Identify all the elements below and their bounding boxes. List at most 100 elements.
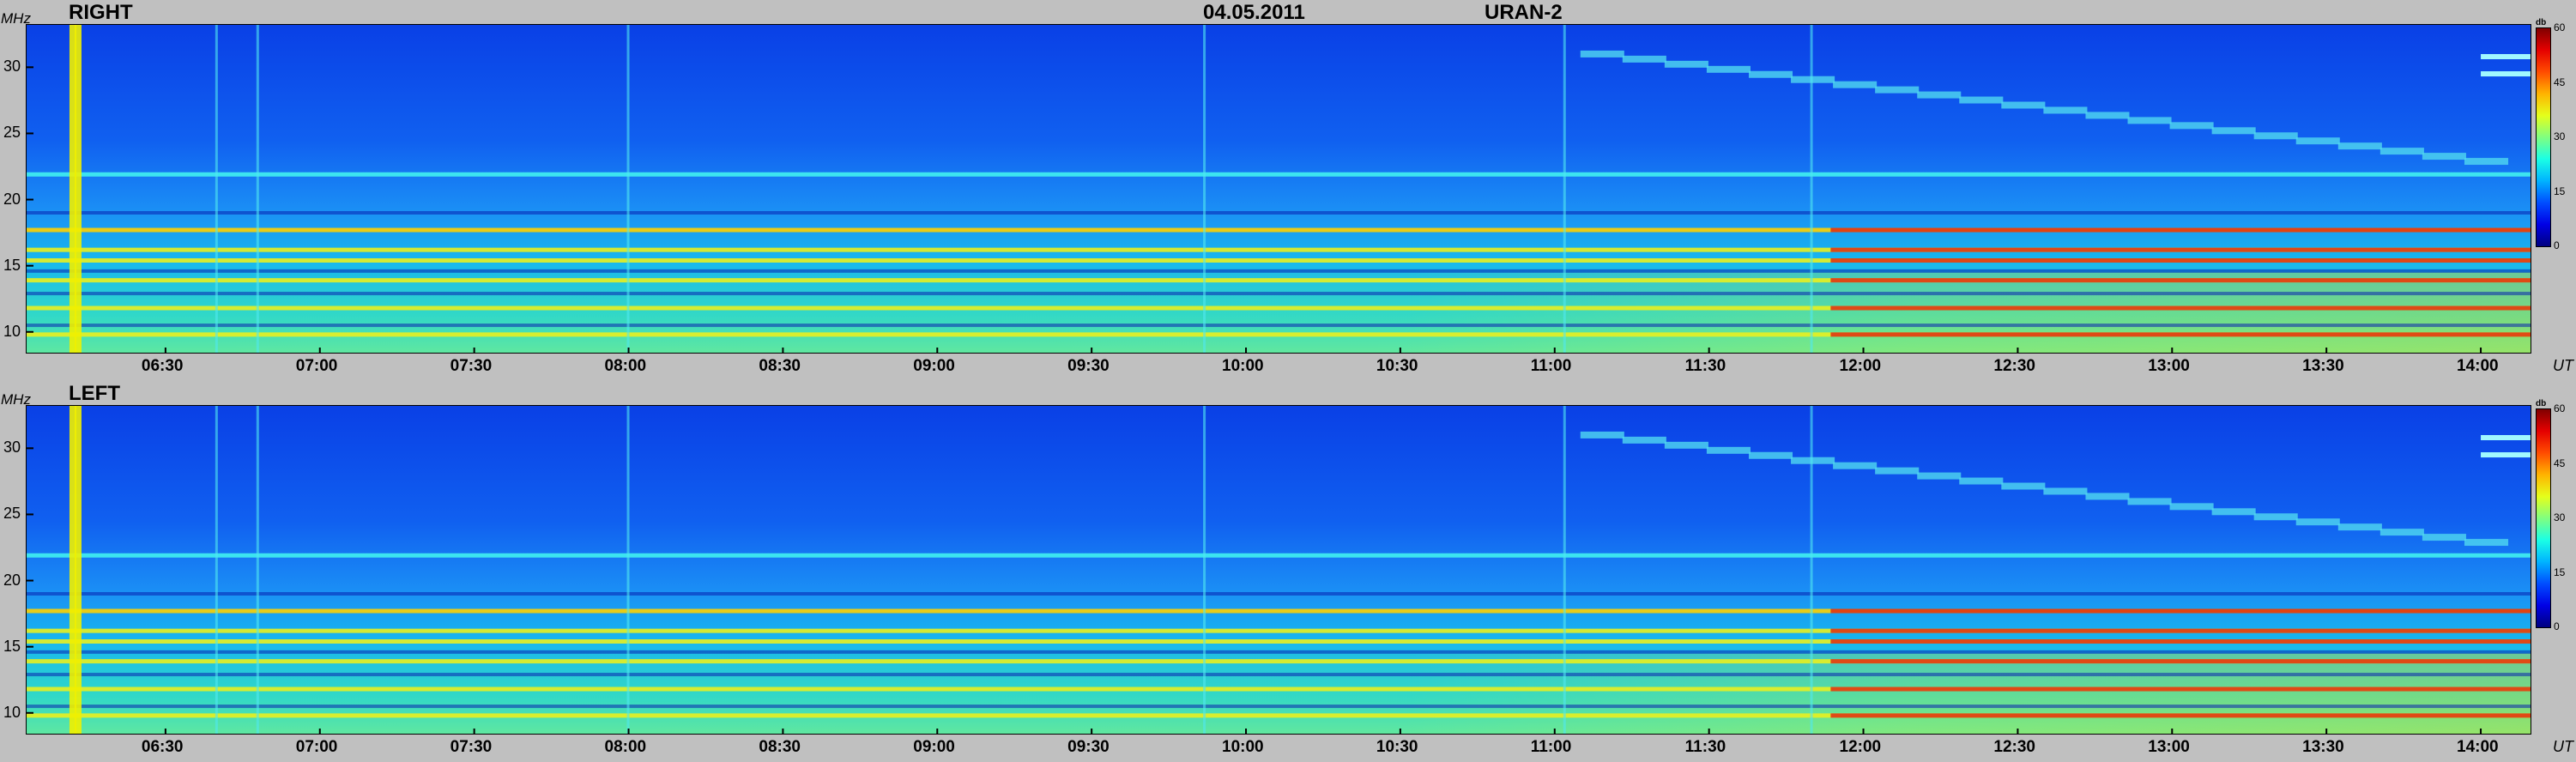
x-tick-label: 09:30 [1067, 357, 1110, 375]
panel-title: RIGHT [69, 1, 133, 24]
drifting-burst-segment [1706, 65, 1751, 73]
interference-line [27, 659, 2531, 664]
spectrogram-canvas [27, 406, 2531, 734]
colorbar-tick-label: 45 [2554, 457, 2566, 469]
vertical-burst [69, 406, 76, 734]
interference-line [27, 628, 2531, 633]
burst-fragment [2481, 435, 2531, 441]
x-axis-unit-label: UT [2553, 738, 2573, 755]
absorption-line [27, 650, 2531, 654]
drifting-burst-segment [2295, 518, 2340, 526]
y-tick-label: 30 [3, 438, 21, 457]
interference-line [27, 553, 2531, 558]
y-axis-unit-label: MHz [1, 391, 31, 408]
interference-line-hot [1830, 639, 2531, 644]
interference-line [27, 305, 2531, 311]
interference-line [27, 278, 2531, 283]
vertical-burst [1810, 406, 1813, 734]
vertical-burst [74, 406, 82, 734]
x-tick-label: 11:00 [1530, 738, 1572, 756]
drifting-burst-segment [1959, 477, 2004, 485]
drifting-burst-segment [2211, 127, 2256, 135]
vertical-burst [256, 25, 259, 353]
burst-fragment [2481, 54, 2531, 60]
colorbar-tick-label: 15 [2554, 184, 2566, 197]
y-tick-label: 10 [3, 322, 21, 340]
interference-line-hot [1830, 659, 2531, 664]
drifting-burst-segment [1580, 431, 1624, 438]
absorption-line [27, 591, 2531, 596]
vertical-burst [74, 25, 82, 353]
vertical-burst [1563, 25, 1566, 353]
drifting-burst-segment [1959, 96, 2004, 104]
colorbar-tick-label: 15 [2554, 565, 2566, 578]
y-tick-label: 15 [3, 256, 21, 274]
date-label: 04.05.2011 [1203, 1, 1305, 24]
instrument-label: URAN-2 [1485, 1, 1563, 24]
drifting-burst-segment [2422, 153, 2466, 160]
absorption-line [27, 673, 2531, 677]
drifting-burst-segment [1791, 76, 1835, 83]
x-tick-label: 13:00 [2148, 357, 2190, 375]
colorbar-tick-label: 45 [2554, 76, 2566, 88]
x-tick-label: 11:00 [1530, 357, 1572, 375]
colorbar-unit-label: db [2536, 18, 2547, 27]
afternoon-noise-band [27, 272, 2531, 353]
drifting-burst-segment [2169, 503, 2214, 511]
x-tick-label: 09:00 [913, 357, 955, 375]
y-tick-label: 20 [3, 190, 21, 208]
drifting-burst-segment [2085, 112, 2130, 119]
x-tick-label: 11:30 [1684, 357, 1726, 375]
drifting-burst-segment [2001, 482, 2046, 490]
x-tick-label: 08:00 [604, 357, 647, 375]
colorbar-tick-label: 60 [2554, 402, 2566, 414]
drifting-burst-segment [2127, 498, 2172, 505]
drifting-burst-segment [2379, 529, 2424, 536]
absorption-line [27, 324, 2531, 328]
drifting-burst-segment [1917, 91, 1962, 99]
spectrogram-plot [26, 24, 2531, 354]
interference-line [27, 332, 2531, 337]
x-tick-label: 10:00 [1222, 357, 1264, 375]
drifting-burst-segment [1664, 60, 1708, 68]
drifting-burst-segment [1875, 86, 1920, 94]
y-tick-label: 25 [3, 505, 21, 523]
x-tick-label: 10:30 [1376, 738, 1418, 756]
drifting-burst-segment [2043, 487, 2088, 495]
y-tick-label: 30 [3, 57, 21, 76]
interference-line [27, 172, 2531, 177]
drifting-burst-segment [2379, 148, 2424, 155]
burst-fragment [2481, 452, 2531, 458]
vertical-burst [1810, 25, 1813, 353]
drifting-burst-segment [2085, 493, 2130, 500]
absorption-line [27, 269, 2531, 273]
interference-line-hot [1830, 305, 2531, 311]
interference-line [27, 713, 2531, 718]
y-axis-unit-label: MHz [1, 10, 31, 27]
drifting-burst-segment [2001, 101, 2046, 109]
x-tick-label: 12:30 [1993, 357, 2036, 375]
x-tick-label: 08:30 [759, 357, 801, 375]
drifting-burst-segment [2337, 142, 2382, 150]
interference-line [27, 258, 2531, 263]
drifting-burst-segment [2253, 132, 2298, 140]
y-tick-label: 10 [3, 703, 21, 721]
colorbar-tick-label: 30 [2554, 511, 2566, 523]
vertical-burst [215, 406, 218, 734]
panel-title: LEFT [69, 382, 120, 405]
x-tick-label: 07:00 [295, 738, 338, 756]
y-tick-label: 25 [3, 124, 21, 142]
vertical-burst [1563, 406, 1566, 734]
vertical-burst [626, 25, 630, 353]
colorbar [2536, 27, 2551, 247]
vertical-burst [256, 406, 259, 734]
x-tick-label: 08:00 [604, 738, 647, 756]
vertical-burst [215, 25, 218, 353]
x-tick-label: 10:00 [1222, 738, 1264, 756]
drifting-burst-segment [2043, 106, 2088, 114]
vertical-burst [1203, 406, 1206, 734]
vertical-burst [69, 25, 76, 353]
drifting-burst-segment [2211, 508, 2256, 516]
x-tick-label: 12:30 [1993, 738, 2036, 756]
drifting-burst-segment [2464, 539, 2509, 547]
